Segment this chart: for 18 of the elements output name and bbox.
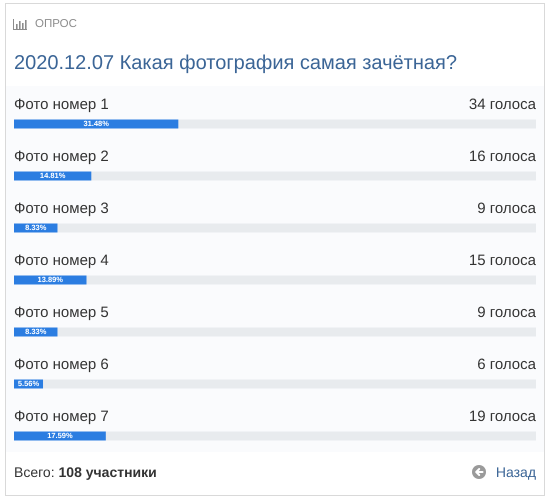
text: Всего: 108 участники xyxy=(14,464,157,480)
text: Назад xyxy=(496,463,536,481)
annotation: 16 голоса xyxy=(468,148,537,165)
annotation: 9 голоса xyxy=(477,200,537,217)
chart-title: 2020.12.07 Какая фотография самая зачётная? xyxy=(14,52,457,74)
annotation: 9 голоса xyxy=(477,304,537,321)
text: ОПРОС xyxy=(35,17,77,31)
y-tick-label: Фото номер 5 xyxy=(14,304,109,321)
y-tick-label: Фото номер 1 xyxy=(14,96,109,113)
y-tick-label: Фото номер 6 xyxy=(14,356,109,373)
annotation: 34 голоса xyxy=(468,96,537,113)
y-tick-label: Фото номер 3 xyxy=(14,200,109,217)
annotation: 19 голоса xyxy=(468,408,537,425)
y-tick-label: Фото номер 4 xyxy=(14,252,109,269)
y-tick-label: Фото номер 2 xyxy=(14,148,109,165)
annotation: 15 голоса xyxy=(468,252,537,269)
annotation: 6 голоса xyxy=(477,356,537,373)
y-tick-label: Фото номер 7 xyxy=(14,408,109,425)
